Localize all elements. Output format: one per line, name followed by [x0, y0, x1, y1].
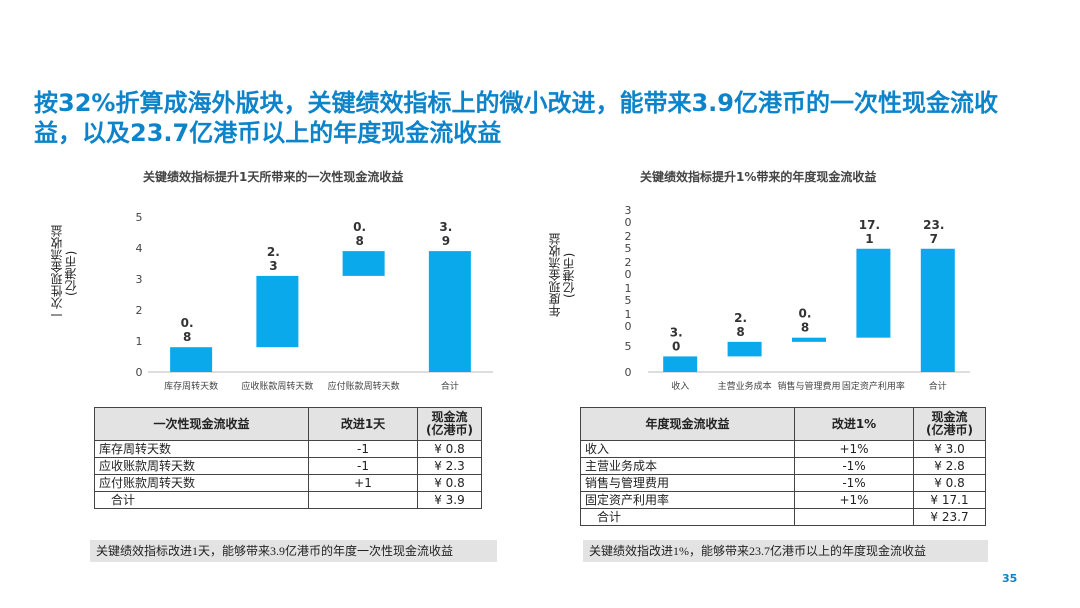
data-label: 0. 8	[353, 220, 366, 248]
waterfall-bar	[342, 251, 385, 276]
data-label: 23. 7	[923, 218, 944, 246]
y-tick-label: 0	[136, 366, 143, 379]
table-header: 现金流 (亿港币)	[913, 407, 986, 441]
y-tick-label: 2	[136, 304, 143, 317]
waterfall-bar	[170, 347, 213, 372]
category-label: 主营业务成本	[718, 380, 772, 392]
right-chart-ylabel: 年度现金流收益 (亿港币)	[548, 233, 576, 317]
page-title: 按32%折算成海外版块，关键绩效指标上的微小改进，能带来3.9亿港币的一次性现金…	[34, 89, 998, 147]
category-label: 收入	[671, 380, 689, 392]
left-chart-ylabel: 一次性现金流收益 (亿港币)	[50, 225, 78, 321]
right-waterfall-chart: 0 5 1 01 52 02 53 0 3. 0 收入 2. 8 主营业务成本 0. 8 销售与管理费用 17. 1…	[625, 204, 970, 392]
table-cell: 应收账款周转天数	[94, 457, 309, 475]
table-cell: ¥ 0.8	[913, 474, 986, 492]
waterfall-bar	[256, 275, 299, 348]
table-header: 一次性现金流收益	[94, 407, 309, 441]
page-number: 35	[1002, 572, 1018, 585]
waterfall-bar	[663, 356, 698, 372]
category-label: 应收账款周转天数	[241, 380, 313, 392]
table-cell	[794, 508, 914, 526]
data-label: 17. 1	[859, 218, 880, 246]
table-cell: +1%	[794, 491, 914, 509]
table-row: 应付账款周转天数 +1 ¥ 0.8	[94, 474, 482, 492]
data-label: 3. 0	[670, 325, 683, 353]
left-waterfall-chart: 0 1 2 3 4 5 0. 8 库存周转天数 2. 3 应收账款周转天数 0. 8 应付账款周转天数 3. 9…	[136, 211, 493, 392]
right-cashflow-table: 年度现金流收益 改进1% 现金流 (亿港币) 收入 +1% ¥ 3.0 主营业务…	[580, 407, 986, 526]
table-cell	[308, 491, 418, 509]
table-row: 销售与管理费用 -1% ¥ 0.8	[580, 474, 986, 492]
table-cell: -1	[308, 440, 418, 458]
right-chart-title: 关键绩效指标提升1%带来的年度现金流收益	[640, 170, 877, 184]
data-label: 3. 9	[439, 220, 452, 248]
table-row: 主营业务成本 -1% ¥ 2.8	[580, 457, 986, 475]
table-cell: ¥ 23.7	[913, 508, 986, 526]
table-cell: 合计	[94, 491, 309, 509]
table-header-row: 一次性现金流收益 改进1天 现金流 (亿港币)	[94, 407, 482, 441]
table-row: 固定资产利用率 +1% ¥ 17.1	[580, 491, 986, 509]
table-cell: ¥ 0.8	[417, 440, 482, 458]
table-cell: ¥ 0.8	[417, 474, 482, 492]
y-tick-label: 0	[625, 366, 632, 379]
y-tick-label: 3	[136, 273, 143, 286]
table-cell: ¥ 3.9	[417, 491, 482, 509]
table-row: 库存周转天数 -1 ¥ 0.8	[94, 440, 482, 458]
table-cell: 收入	[580, 440, 795, 458]
table-header: 改进1天	[308, 407, 418, 441]
category-label: 库存周转天数	[164, 380, 218, 392]
table-cell: 库存周转天数	[94, 440, 309, 458]
table-cell: 主营业务成本	[580, 457, 795, 475]
y-tick-label: 4	[136, 242, 143, 255]
waterfall-bar	[792, 337, 826, 342]
table-header: 年度现金流收益	[580, 407, 795, 441]
left-cashflow-table: 一次性现金流收益 改进1天 现金流 (亿港币) 库存周转天数 -1 ¥ 0.8 …	[94, 407, 482, 509]
table-row: 合计 ¥ 3.9	[94, 491, 482, 509]
data-label: 0. 8	[799, 307, 812, 335]
table-cell: ¥ 2.8	[913, 457, 986, 475]
table-cell: -1	[308, 457, 418, 475]
y-tick-label: 5	[136, 211, 143, 224]
table-header: 现金流 (亿港币)	[417, 407, 482, 441]
waterfall-bar	[856, 248, 891, 338]
waterfall-bar	[920, 248, 955, 372]
waterfall-bar	[727, 341, 762, 357]
table-header: 改进1%	[794, 407, 914, 441]
table-cell: -1%	[794, 474, 914, 492]
y-tick-label: 5	[625, 340, 632, 353]
table-cell: 合计	[580, 508, 795, 526]
table-cell: +1%	[794, 440, 914, 458]
waterfall-bar	[428, 251, 471, 372]
table-cell: ¥ 17.1	[913, 491, 986, 509]
category-label: 固定资产利用率	[842, 380, 905, 392]
table-header-row: 年度现金流收益 改进1% 现金流 (亿港币)	[580, 407, 986, 441]
table-cell: ¥ 3.0	[913, 440, 986, 458]
data-label: 0. 8	[181, 316, 194, 344]
y-tick-label: 1	[136, 335, 143, 348]
left-chart-title: 关键绩效指标提升1天所带来的一次性现金流收益	[143, 170, 404, 184]
table-row: 应收账款周转天数 -1 ¥ 2.3	[94, 457, 482, 475]
table-cell: -1%	[794, 457, 914, 475]
right-summary-note: 关键绩效指改进1%，能够带来23.7亿港币以上的年度现金流收益	[583, 540, 988, 562]
category-label: 销售与管理费用	[777, 380, 840, 392]
data-label: 2. 3	[267, 245, 280, 273]
table-cell: 销售与管理费用	[580, 474, 795, 492]
category-label: 应付账款周转天数	[328, 380, 400, 392]
category-label: 合计	[929, 380, 947, 392]
data-label: 2. 8	[734, 311, 747, 339]
table-row: 合计 ¥ 23.7	[580, 508, 986, 526]
category-label: 合计	[441, 380, 459, 392]
table-cell: +1	[308, 474, 418, 492]
left-summary-note: 关键绩效指标改进1天，能够带来3.9亿港币的年度一次性现金流收益	[90, 540, 497, 562]
table-cell: 固定资产利用率	[580, 491, 795, 509]
table-cell: 应付账款周转天数	[94, 474, 309, 492]
table-row: 收入 +1% ¥ 3.0	[580, 440, 986, 458]
table-cell: ¥ 2.3	[417, 457, 482, 475]
